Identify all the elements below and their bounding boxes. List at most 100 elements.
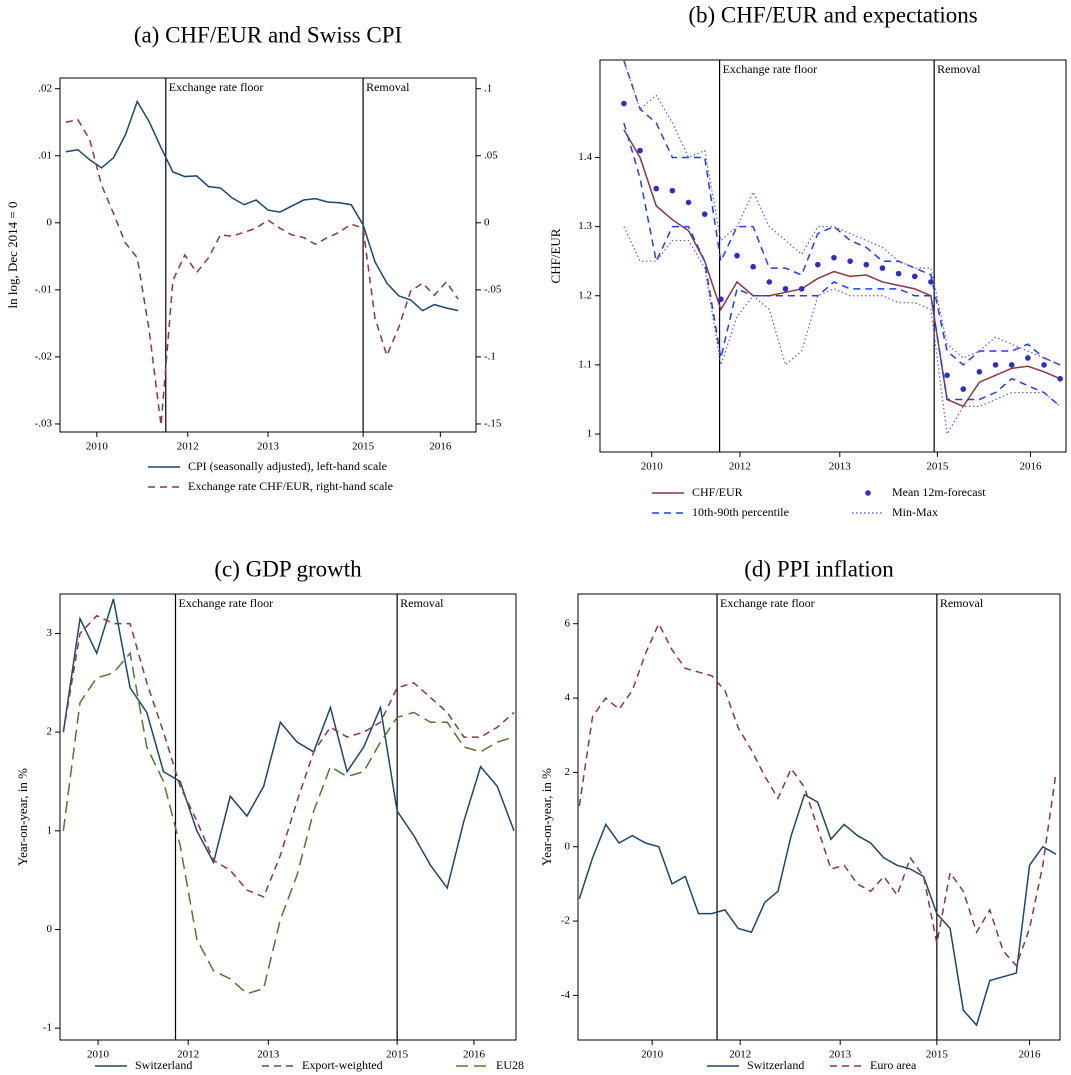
legend-label: Mean 12m-forecast <box>892 485 986 499</box>
y2-tick-label: 0 <box>484 216 490 228</box>
series-line <box>578 793 1057 1027</box>
forecast-dot <box>750 263 756 270</box>
x-tick-label: 2015 <box>352 441 375 453</box>
forecast-dot <box>653 185 660 192</box>
series-line <box>62 598 515 890</box>
x-tick-label: 2015 <box>926 1049 949 1061</box>
y2-tick-label: -.05 <box>484 283 502 295</box>
legend-label: Switzerland <box>747 1058 804 1072</box>
x-tick-label: 2010 <box>641 461 664 473</box>
x-tick-label: 2013 <box>829 1049 852 1061</box>
y-tick-label: 1.4 <box>578 151 592 163</box>
y2-tick-label: -.15 <box>484 417 502 429</box>
legend-label: Export-weighted <box>302 1058 383 1072</box>
y-tick-label: .02 <box>38 82 52 94</box>
legend-label: 10th-90th percentile <box>692 505 789 519</box>
x-tick-label: 2012 <box>177 1049 199 1061</box>
y-tick-label: -.02 <box>35 350 52 362</box>
event-label: Removal <box>940 596 984 610</box>
y-tick-label: -4 <box>561 989 571 1001</box>
forecast-dot <box>718 296 724 303</box>
forecast-dot <box>621 100 627 107</box>
x-tick-label: 2013 <box>257 1049 280 1061</box>
legend-label: EU28 <box>496 1058 524 1072</box>
forecast-dot <box>879 265 886 271</box>
forecast-dot <box>782 286 789 292</box>
y-tick-label: 2 <box>565 766 571 778</box>
legend-label: Euro area <box>870 1058 917 1072</box>
event-label: Exchange rate floor <box>179 596 274 610</box>
forecast-dot <box>734 252 740 259</box>
y-tick-label: 0 <box>565 840 571 852</box>
forecast-dot <box>1025 355 1031 361</box>
y-tick-label: -2 <box>561 915 570 927</box>
chart-title: (a) CHF/EUR and Swiss CPI <box>134 22 402 47</box>
series-line <box>623 226 1061 436</box>
forecast-dot <box>928 279 934 285</box>
x-tick-label: 2016 <box>1019 1049 1042 1061</box>
series-line <box>623 60 1061 366</box>
x-tick-label: 2012 <box>729 1049 751 1061</box>
forecast-dot <box>992 362 999 368</box>
forecast-dot <box>960 386 967 392</box>
series-line <box>623 129 1061 408</box>
x-tick-label: 2012 <box>729 461 751 473</box>
y-tick-label: .01 <box>38 149 52 161</box>
y-axis-label: Year-on-year, in % <box>15 768 30 866</box>
x-tick-label: 2012 <box>177 441 199 453</box>
plot-frame <box>59 77 477 433</box>
y-tick-label: 1.3 <box>578 220 592 232</box>
y-tick-label: -1 <box>43 1022 52 1034</box>
y-tick-label: 3 <box>47 627 53 639</box>
forecast-dot <box>976 369 983 375</box>
forecast-dot <box>895 270 902 277</box>
x-tick-label: 2016 <box>1019 461 1042 473</box>
chart-title: (b) CHF/EUR and expectations <box>688 2 977 27</box>
forecast-dot <box>637 147 643 154</box>
chart-title: (c) GDP growth <box>214 556 362 581</box>
x-tick-label: 2010 <box>87 1049 110 1061</box>
forecast-dot <box>863 261 870 268</box>
forecast-dot <box>766 279 773 285</box>
y-tick-label: 6 <box>565 617 571 629</box>
series-line <box>623 60 1061 366</box>
event-label: Exchange rate floor <box>723 62 818 76</box>
y2-tick-label: -.1 <box>484 350 496 362</box>
x-tick-label: 2013 <box>829 461 852 473</box>
y-tick-label: -.03 <box>35 417 53 429</box>
series-line <box>623 122 1061 407</box>
plot-frame <box>577 593 1061 1041</box>
forecast-dot <box>1057 375 1063 382</box>
forecast-dot <box>831 254 837 261</box>
x-tick-label: 2010 <box>641 1049 664 1061</box>
forecast-dot <box>1008 362 1015 368</box>
forecast-dot <box>911 273 918 280</box>
x-tick-label: 2015 <box>926 461 949 473</box>
legend-label: Min-Max <box>892 505 938 519</box>
event-label: Exchange rate floor <box>169 80 264 94</box>
x-tick-label: 2015 <box>386 1049 409 1061</box>
forecast-dot <box>944 372 950 379</box>
event-label: Removal <box>937 62 981 76</box>
x-tick-label: 2010 <box>86 441 109 453</box>
y-tick-label: 0 <box>47 923 53 935</box>
forecast-dot <box>701 211 708 217</box>
forecast-dot <box>815 261 821 268</box>
y-tick-label: 1.2 <box>578 289 592 301</box>
legend-label: Exchange rate CHF/EUR, right-hand scale <box>188 479 393 493</box>
y-axis-label: Year-on-year, in % <box>539 768 554 866</box>
forecast-dot <box>847 258 853 264</box>
y-tick-label: 1 <box>587 428 593 440</box>
forecast-dot <box>669 187 676 194</box>
plot-frame <box>59 593 517 1041</box>
y-axis-label: ln log, Dec 2014 = 0 <box>5 202 20 309</box>
y-tick-label: 1 <box>47 824 53 836</box>
legend-label: Switzerland <box>135 1058 192 1072</box>
y-tick-label: 4 <box>565 692 571 704</box>
x-tick-label: 2016 <box>429 441 452 453</box>
forecast-dot <box>685 199 692 206</box>
legend-label: CPI (seasonally adjusted), left-hand sca… <box>188 459 387 473</box>
series-line <box>578 621 1057 968</box>
